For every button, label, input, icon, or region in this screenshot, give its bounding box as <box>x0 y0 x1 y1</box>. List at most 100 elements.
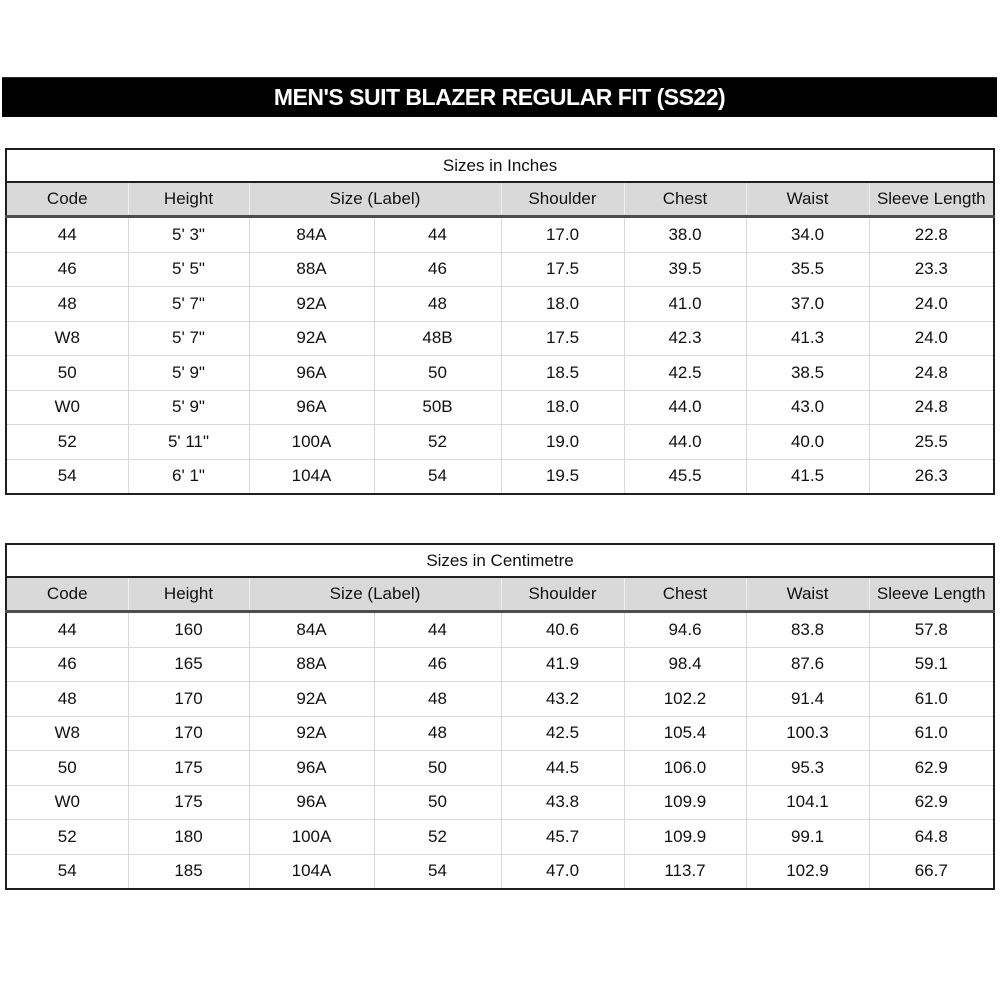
cell-height: 160 <box>127 611 249 647</box>
cell-size-label-cm: 100A <box>248 819 374 854</box>
cell-sleeve-length: 24.8 <box>868 355 995 390</box>
cell-code: W8 <box>6 320 128 356</box>
cell-chest: 102.2 <box>623 681 746 716</box>
cell-sleeve-length: 66.7 <box>868 853 995 889</box>
cell-height: 5' 3" <box>127 216 249 252</box>
table-row: 52 180 100A 52 45.7 109.9 99.1 64.8 <box>6 819 995 854</box>
cell-size-label: 44 <box>373 216 501 252</box>
table-row: 52 5' 11" 100A 52 19.0 44.0 40.0 25.5 <box>6 424 995 459</box>
cell-waist: 43.0 <box>745 389 869 425</box>
cell-code: 46 <box>6 251 128 287</box>
table-title-row: Sizes in Centimetre <box>6 544 995 578</box>
cell-height: 5' 7" <box>127 320 249 356</box>
cell-code: 50 <box>6 750 128 785</box>
cell-shoulder: 42.5 <box>500 715 624 751</box>
cell-sleeve-length: 61.0 <box>868 715 995 751</box>
table-row: 46 165 88A 46 41.9 98.4 87.6 59.1 <box>6 646 995 682</box>
cell-waist: 83.8 <box>745 611 869 647</box>
cell-code: W0 <box>6 784 128 820</box>
cell-size-label-cm: 96A <box>248 784 374 820</box>
cell-height: 5' 9" <box>127 389 249 425</box>
table-header-row: Code Height Size (Label) Shoulder Chest … <box>6 182 995 218</box>
header-code: Code <box>6 577 128 613</box>
cell-chest: 45.5 <box>623 458 746 494</box>
table-row: 44 160 84A 44 40.6 94.6 83.8 57.8 <box>6 611 995 647</box>
cell-size-label: 48 <box>373 681 501 716</box>
header-waist: Waist <box>745 182 869 218</box>
cell-sleeve-length: 24.0 <box>868 320 995 356</box>
cell-sleeve-length: 24.0 <box>868 286 995 321</box>
table-row: 54 6' 1" 104A 54 19.5 45.5 41.5 26.3 <box>6 458 995 494</box>
cell-height: 180 <box>127 819 249 854</box>
table-title-row: Sizes in Inches <box>6 149 995 183</box>
cell-code: 54 <box>6 458 128 494</box>
cell-waist: 37.0 <box>745 286 869 321</box>
cell-size-label-cm: 84A <box>248 611 374 647</box>
cell-shoulder: 18.0 <box>500 389 624 425</box>
cell-size-label: 50B <box>373 389 501 425</box>
table-row: 50 175 96A 50 44.5 106.0 95.3 62.9 <box>6 750 995 785</box>
cell-chest: 106.0 <box>623 750 746 785</box>
cell-size-label-cm: 100A <box>248 424 374 459</box>
cell-size-label: 48B <box>373 320 501 356</box>
header-code: Code <box>6 182 128 218</box>
cell-sleeve-length: 57.8 <box>868 611 995 647</box>
cell-chest: 98.4 <box>623 646 746 682</box>
cell-size-label: 50 <box>373 750 501 785</box>
cell-sleeve-length: 61.0 <box>868 681 995 716</box>
cell-code: 44 <box>6 216 128 252</box>
cell-waist: 91.4 <box>745 681 869 716</box>
cell-shoulder: 43.8 <box>500 784 624 820</box>
cell-chest: 41.0 <box>623 286 746 321</box>
cell-size-label: 44 <box>373 611 501 647</box>
cell-shoulder: 18.0 <box>500 286 624 321</box>
cell-shoulder: 43.2 <box>500 681 624 716</box>
title-banner: MEN'S SUIT BLAZER REGULAR FIT (SS22) <box>2 77 997 117</box>
cell-shoulder: 40.6 <box>500 611 624 647</box>
cell-size-label-cm: 92A <box>248 715 374 751</box>
table-row: 44 5' 3" 84A 44 17.0 38.0 34.0 22.8 <box>6 216 995 252</box>
cell-code: 48 <box>6 681 128 716</box>
cell-size-label: 48 <box>373 286 501 321</box>
cell-chest: 44.0 <box>623 424 746 459</box>
header-chest: Chest <box>623 577 746 613</box>
cell-waist: 35.5 <box>745 251 869 287</box>
table-row: 48 170 92A 48 43.2 102.2 91.4 61.0 <box>6 681 995 716</box>
cell-sleeve-length: 26.3 <box>868 458 995 494</box>
cell-waist: 104.1 <box>745 784 869 820</box>
cell-chest: 105.4 <box>623 715 746 751</box>
table-row: W0 5' 9" 96A 50B 18.0 44.0 43.0 24.8 <box>6 389 995 425</box>
cell-shoulder: 18.5 <box>500 355 624 390</box>
cell-waist: 99.1 <box>745 819 869 854</box>
cell-size-label-cm: 92A <box>248 681 374 716</box>
cell-sleeve-length: 24.8 <box>868 389 995 425</box>
cell-chest: 44.0 <box>623 389 746 425</box>
cell-sleeve-length: 22.8 <box>868 216 995 252</box>
cell-shoulder: 45.7 <box>500 819 624 854</box>
cell-size-label-cm: 104A <box>248 853 374 889</box>
table-row: W8 170 92A 48 42.5 105.4 100.3 61.0 <box>6 715 995 751</box>
header-size-label: Size (Label) <box>248 182 501 218</box>
sizes-in-inches-table: Sizes in Inches Code Height Size (Label)… <box>5 148 996 495</box>
cell-code: 44 <box>6 611 128 647</box>
cell-code: 48 <box>6 286 128 321</box>
cell-shoulder: 19.5 <box>500 458 624 494</box>
cell-size-label-cm: 88A <box>248 646 374 682</box>
cell-size-label: 50 <box>373 355 501 390</box>
cell-size-label-cm: 104A <box>248 458 374 494</box>
header-chest: Chest <box>623 182 746 218</box>
table-header-row: Code Height Size (Label) Shoulder Chest … <box>6 577 995 613</box>
cell-size-label: 50 <box>373 784 501 820</box>
cell-size-label-cm: 92A <box>248 320 374 356</box>
cell-chest: 109.9 <box>623 784 746 820</box>
cell-height: 5' 7" <box>127 286 249 321</box>
cell-sleeve-length: 62.9 <box>868 784 995 820</box>
cell-size-label: 46 <box>373 251 501 287</box>
table-row: 54 185 104A 54 47.0 113.7 102.9 66.7 <box>6 853 995 889</box>
cell-chest: 42.5 <box>623 355 746 390</box>
cell-chest: 38.0 <box>623 216 746 252</box>
cell-size-label-cm: 88A <box>248 251 374 287</box>
cell-code: 46 <box>6 646 128 682</box>
header-waist: Waist <box>745 577 869 613</box>
header-shoulder: Shoulder <box>500 182 624 218</box>
